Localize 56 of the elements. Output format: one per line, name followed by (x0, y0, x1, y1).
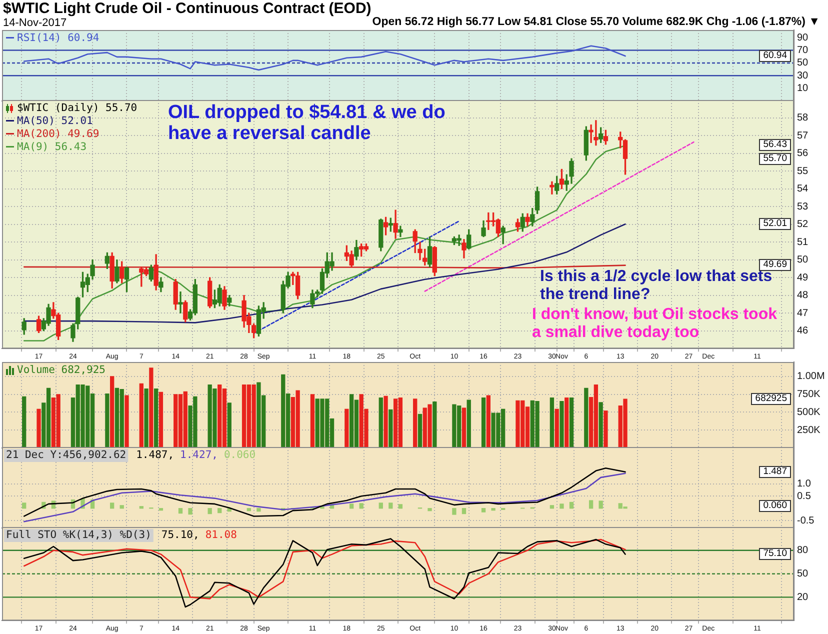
y-tick-label: 49 (797, 272, 809, 284)
y-tick-label: 55 (797, 166, 809, 177)
y-tick-label: 54 (797, 184, 809, 195)
text: 1.487, (136, 448, 174, 461)
annotation: I don't know, but Oil stocks took a small dive today too (532, 306, 778, 342)
legend-title: 21 Dec Y:456,902.62 (6, 448, 126, 461)
y-tick-label: 500K (797, 406, 821, 418)
y-tick-label: 51 (797, 236, 809, 248)
y-tick-label: 10 (797, 83, 809, 94)
y-tick-label: 0.5 (797, 490, 812, 502)
y-tick-label: 56 (797, 148, 809, 160)
y-tick-label: 57 (797, 130, 809, 142)
annotation: 56.43 (759, 139, 791, 151)
annotation: 682925 (751, 393, 791, 405)
annotation: 52.01 (759, 218, 791, 230)
y-tick-label: 50 (797, 568, 809, 580)
annotation: Is this a 1/2 cycle low that sets the trend line? (540, 268, 774, 304)
y-tick-label: 50 (797, 254, 809, 266)
series-label: 75.10, (161, 528, 200, 541)
legend-label: Volume 682,925 (17, 364, 106, 376)
text: Open 56.72 High 56.77 Low 54.81 Close 55.70 Volume 682.9K Chg -1.06 (-1.87%) ▼ (372, 16, 820, 28)
legend-label: MA(200) 49.69 (17, 128, 100, 140)
legend-label: MA(9) 56.43 (17, 140, 87, 153)
y-tick-label: 1.0 (797, 478, 812, 490)
y-tick-label: 80 (797, 545, 809, 556)
annotation: OIL dropped to $54.81 & we do have a reversal candle (168, 102, 446, 145)
y-tick-label: 46 (797, 326, 809, 337)
y-tick-label: 90 (797, 32, 809, 44)
y-tick-label: 250K (797, 424, 821, 436)
legend-label: RSI(14) 60.94 (17, 32, 100, 44)
chart-subtitle: 14-Nov-2017 (3, 17, 67, 29)
text: 1.427, (180, 448, 218, 461)
y-tick-label: 20 (797, 592, 809, 603)
y-tick-label: 52 (797, 219, 809, 230)
annotation: 75.10 (759, 548, 791, 560)
legend-label: MA(50) 52.01 (17, 114, 93, 127)
chart-title: $WTIC Light Crude Oil - Continuous Contract (EOD) (3, 0, 372, 17)
y-tick-label: 30 (797, 70, 809, 82)
text: 0.060 (224, 448, 256, 461)
y-tick-label: -0.5 (797, 515, 815, 526)
y-tick-label: 50 (797, 58, 809, 69)
annotation: 1.487 (759, 466, 791, 478)
legend-title: Full STO %K(14,3) %D(3) (6, 528, 152, 541)
y-tick-label: 48 (797, 290, 809, 302)
text: 81.08 (205, 528, 237, 541)
y-tick-label: 53 (797, 201, 809, 212)
legend-label: $WTIC (Daily) 55.70 (17, 102, 138, 114)
y-tick-label: 47 (797, 308, 809, 319)
annotation: 49.69 (759, 259, 791, 271)
y-tick-label: 1.00M (797, 371, 825, 382)
y-tick-label: 750K (797, 389, 821, 400)
y-tick-label: 70 (797, 45, 809, 56)
y-tick-label: 58 (797, 112, 809, 124)
annotation: 55.70 (759, 153, 791, 165)
annotation: 60.94 (759, 50, 791, 62)
annotation: 0.060 (759, 500, 791, 512)
